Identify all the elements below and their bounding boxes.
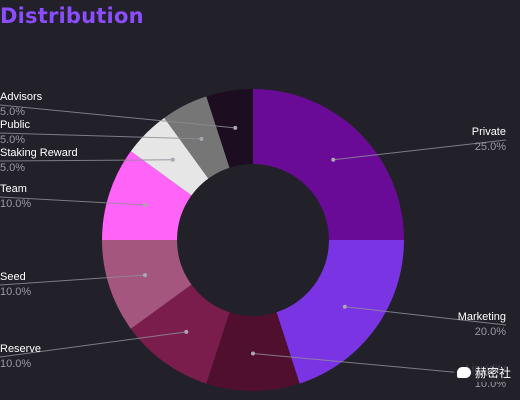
leader-dot-reserve	[184, 329, 189, 334]
value-label-public: 5.0%	[0, 134, 25, 146]
label-team: Team	[0, 183, 27, 195]
leader-line-public	[0, 132, 202, 140]
label-reserve: Reserve	[0, 343, 41, 355]
value-label-reserve: 10.0%	[0, 358, 31, 370]
slice-marketing	[276, 240, 404, 384]
label-seed: Seed	[0, 271, 26, 283]
value-label-seed: 10.0%	[0, 286, 31, 298]
label-public: Public	[0, 119, 30, 131]
leader-dot-staking-reward	[170, 157, 175, 162]
slice-seed	[102, 240, 192, 329]
watermark-text: 赫密社	[474, 366, 511, 380]
value-label-staking-reward: 5.0%	[0, 162, 25, 174]
label-private: Private	[472, 126, 506, 138]
label-marketing: Marketing	[458, 311, 506, 323]
leader-dot-advisors	[233, 125, 238, 130]
label-staking-reward: Staking Reward	[0, 147, 78, 159]
slice-public	[164, 96, 230, 179]
value-label-private: 25.0%	[475, 141, 506, 153]
chart-title: Distribution	[0, 4, 144, 28]
leader-dot-seed	[143, 273, 148, 278]
leader-line-reserve	[0, 331, 187, 358]
label-advisors: Advisors	[0, 91, 43, 103]
leader-line-private	[333, 139, 507, 161]
leader-line-staking-reward	[0, 159, 173, 162]
watermark: 赫密社	[453, 363, 514, 382]
slice-advisors	[206, 89, 253, 168]
leader-dot-private	[331, 157, 336, 162]
leader-dot-public	[199, 136, 204, 141]
leader-line-marketing	[344, 306, 507, 326]
slice-reserve	[130, 284, 230, 384]
slice-team	[102, 151, 192, 240]
wechat-icon	[456, 367, 471, 378]
value-label-team: 10.0%	[0, 198, 31, 210]
leader-line-seed	[0, 274, 146, 286]
leader-dot-marketing	[342, 304, 347, 309]
leader-dot-team	[143, 202, 148, 207]
value-label-marketing: 20.0%	[475, 326, 506, 338]
slice-private	[253, 89, 404, 240]
value-label-advisors: 5.0%	[0, 106, 25, 118]
leader-dot-liquidity	[251, 351, 255, 356]
leader-line-team	[0, 196, 146, 206]
leader-line-advisors	[0, 104, 236, 129]
